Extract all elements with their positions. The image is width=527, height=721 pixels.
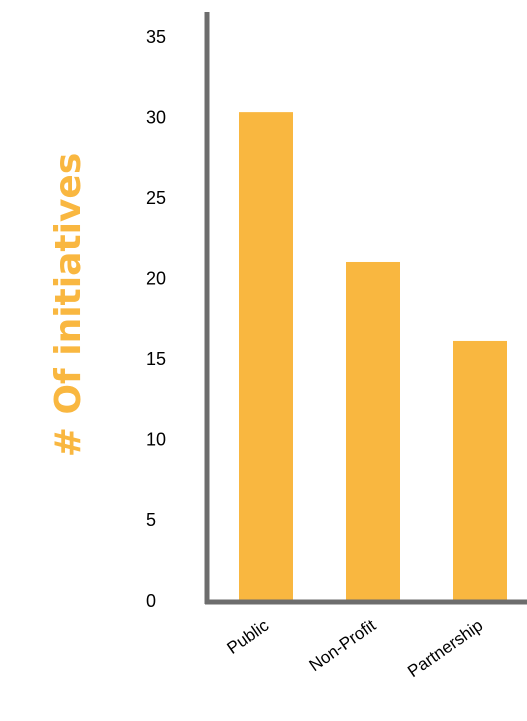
bar-non-profit bbox=[346, 261, 400, 602]
bar-public bbox=[239, 112, 293, 602]
y-tick-label: 0 bbox=[146, 591, 156, 611]
x-tick-label: Non-Profit bbox=[306, 616, 380, 676]
y-axis-label: # Of initiatives bbox=[48, 153, 89, 458]
x-tick-label: Partnership bbox=[404, 616, 486, 681]
bar-partnership bbox=[453, 340, 507, 602]
y-tick-label: 15 bbox=[146, 349, 166, 369]
y-tick-label: 10 bbox=[146, 430, 166, 450]
y-tick-label: 5 bbox=[146, 510, 156, 530]
x-axis-labels: Public Non-Profit Partnership bbox=[223, 615, 486, 681]
y-tick-label: 20 bbox=[146, 268, 166, 288]
x-tick-label: Public bbox=[223, 615, 272, 657]
y-tick-label: 35 bbox=[146, 27, 166, 47]
bars-group bbox=[239, 112, 507, 602]
y-axis-ticks: 0 5 10 15 20 25 30 35 bbox=[146, 27, 166, 611]
y-tick-label: 25 bbox=[146, 188, 166, 208]
y-tick-label: 30 bbox=[146, 107, 166, 127]
